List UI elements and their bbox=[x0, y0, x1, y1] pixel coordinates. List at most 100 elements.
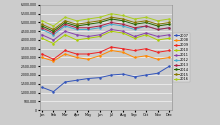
2011 bbox=[41, 34, 43, 35]
Line: 2016: 2016 bbox=[41, 13, 170, 26]
2010 bbox=[99, 36, 101, 37]
2010 bbox=[64, 34, 66, 35]
2014 bbox=[156, 25, 159, 27]
2010 bbox=[156, 39, 159, 41]
2008 bbox=[168, 57, 171, 58]
2012 bbox=[64, 25, 66, 27]
2012 bbox=[41, 29, 43, 30]
2010 bbox=[145, 34, 147, 35]
2009 bbox=[75, 53, 78, 55]
2007 bbox=[156, 72, 159, 74]
2013 bbox=[52, 32, 55, 34]
2008 bbox=[145, 55, 147, 56]
2013 bbox=[87, 27, 90, 28]
2007 bbox=[75, 80, 78, 81]
2012 bbox=[75, 29, 78, 30]
2009 bbox=[41, 53, 43, 55]
2016 bbox=[145, 16, 147, 18]
2007 bbox=[168, 66, 171, 67]
2016 bbox=[168, 18, 171, 20]
2010 bbox=[52, 43, 55, 44]
2012 bbox=[87, 29, 90, 30]
2014 bbox=[99, 22, 101, 23]
2010 bbox=[168, 38, 171, 39]
2009 bbox=[64, 50, 66, 51]
2008 bbox=[99, 55, 101, 56]
2011 bbox=[87, 36, 90, 37]
2012 bbox=[156, 29, 159, 30]
2014 bbox=[41, 25, 43, 27]
2014 bbox=[75, 25, 78, 27]
Legend: 2007, 2008, 2009, 2010, 2011, 2012, 2013, 2014, 2015, 2016: 2007, 2008, 2009, 2010, 2011, 2012, 2013… bbox=[173, 32, 190, 82]
2013 bbox=[110, 22, 113, 23]
Line: 2009: 2009 bbox=[41, 46, 170, 60]
2009 bbox=[133, 50, 136, 51]
2015 bbox=[168, 22, 171, 23]
2015 bbox=[87, 22, 90, 23]
2015 bbox=[52, 29, 55, 30]
2013 bbox=[145, 25, 147, 27]
2009 bbox=[122, 48, 124, 50]
2011 bbox=[156, 36, 159, 37]
2016 bbox=[99, 16, 101, 18]
2007 bbox=[64, 81, 66, 83]
2011 bbox=[122, 30, 124, 32]
Line: 2010: 2010 bbox=[41, 31, 170, 44]
2014 bbox=[110, 18, 113, 20]
2010 bbox=[133, 38, 136, 39]
2007 bbox=[122, 73, 124, 75]
2012 bbox=[122, 25, 124, 27]
2012 bbox=[133, 29, 136, 30]
2014 bbox=[52, 30, 55, 32]
2010 bbox=[75, 39, 78, 41]
2013 bbox=[133, 27, 136, 28]
2011 bbox=[110, 29, 113, 30]
2012 bbox=[52, 34, 55, 35]
2010 bbox=[41, 38, 43, 39]
2008 bbox=[41, 57, 43, 58]
2014 bbox=[145, 22, 147, 23]
2008 bbox=[110, 50, 113, 51]
2016 bbox=[52, 25, 55, 27]
2011 bbox=[52, 39, 55, 41]
Line: 2013: 2013 bbox=[41, 22, 170, 34]
2015 bbox=[41, 24, 43, 25]
2007 bbox=[41, 86, 43, 88]
Line: 2011: 2011 bbox=[41, 29, 170, 40]
2015 bbox=[75, 24, 78, 25]
2014 bbox=[64, 22, 66, 23]
2010 bbox=[122, 32, 124, 34]
2011 bbox=[168, 34, 171, 35]
2009 bbox=[145, 48, 147, 50]
2011 bbox=[133, 36, 136, 37]
2007 bbox=[52, 91, 55, 92]
Line: 2008: 2008 bbox=[41, 50, 170, 62]
2015 bbox=[64, 20, 66, 21]
2013 bbox=[168, 27, 171, 28]
2010 bbox=[110, 30, 113, 32]
2013 bbox=[122, 24, 124, 25]
2007 bbox=[99, 77, 101, 78]
2007 bbox=[145, 74, 147, 76]
2013 bbox=[41, 27, 43, 28]
Line: 2015: 2015 bbox=[41, 17, 170, 30]
2008 bbox=[75, 57, 78, 58]
2009 bbox=[87, 53, 90, 55]
2012 bbox=[99, 27, 101, 28]
2010 bbox=[87, 38, 90, 39]
2016 bbox=[156, 20, 159, 21]
2008 bbox=[156, 58, 159, 60]
2013 bbox=[99, 25, 101, 27]
2007 bbox=[110, 74, 113, 76]
2011 bbox=[64, 30, 66, 32]
2008 bbox=[52, 60, 55, 62]
2013 bbox=[75, 27, 78, 28]
2007 bbox=[87, 78, 90, 79]
2015 bbox=[133, 22, 136, 23]
2009 bbox=[156, 52, 159, 53]
2009 bbox=[168, 50, 171, 51]
2012 bbox=[110, 24, 113, 25]
2007 bbox=[133, 76, 136, 78]
2009 bbox=[52, 58, 55, 60]
2016 bbox=[41, 20, 43, 21]
